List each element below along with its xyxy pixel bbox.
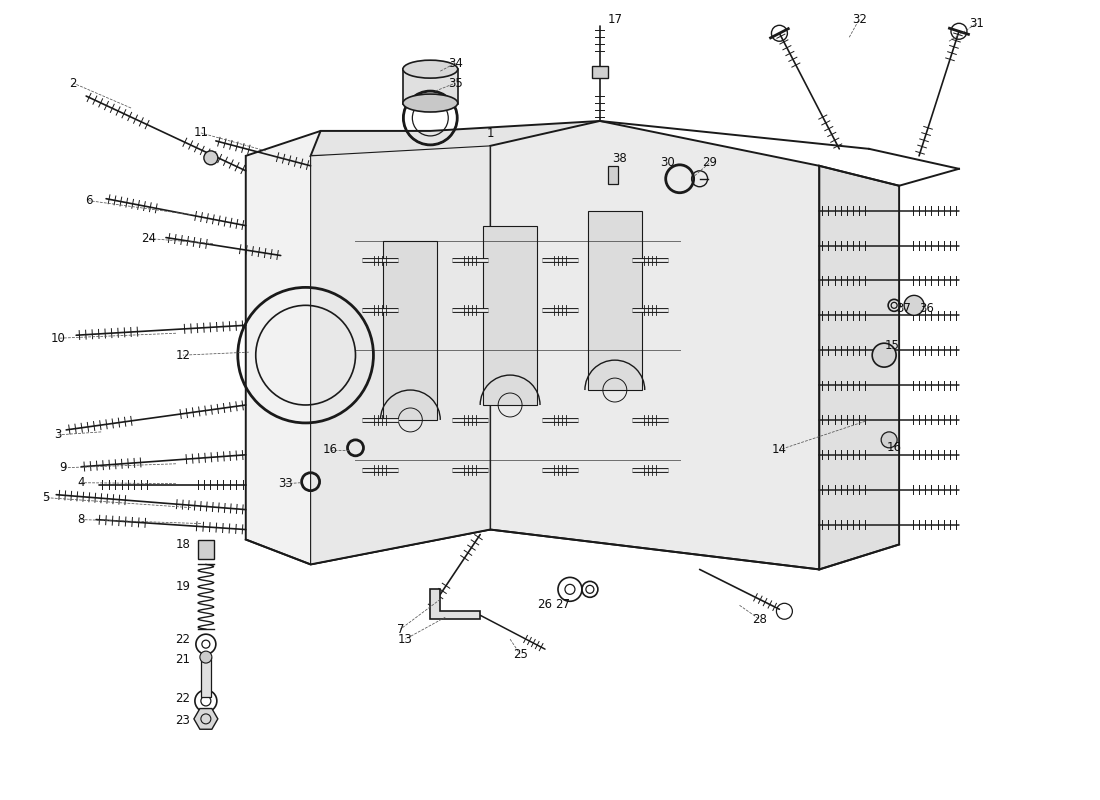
Text: 24: 24 — [142, 232, 156, 245]
Circle shape — [200, 651, 212, 663]
Text: 13: 13 — [398, 633, 412, 646]
Circle shape — [204, 151, 218, 165]
Text: 33: 33 — [278, 478, 293, 490]
Polygon shape — [430, 590, 481, 619]
Bar — [201, 657, 211, 697]
Polygon shape — [820, 166, 899, 570]
Text: 22: 22 — [175, 693, 190, 706]
Text: 3: 3 — [55, 428, 62, 442]
Text: 34: 34 — [448, 57, 463, 70]
Text: 19: 19 — [175, 580, 190, 593]
Polygon shape — [587, 210, 641, 390]
Text: 29: 29 — [702, 156, 717, 170]
Text: 27: 27 — [556, 598, 571, 610]
Text: eurocarparts: eurocarparts — [490, 390, 873, 442]
Text: 4: 4 — [77, 476, 85, 490]
Text: 15: 15 — [884, 338, 900, 352]
Text: 2: 2 — [69, 77, 77, 90]
Text: 23: 23 — [176, 714, 190, 727]
Text: 9: 9 — [59, 462, 67, 474]
Text: 36: 36 — [920, 302, 935, 315]
Text: 25: 25 — [513, 648, 528, 661]
Text: 1: 1 — [486, 127, 494, 141]
Text: 37: 37 — [896, 302, 912, 315]
Ellipse shape — [403, 94, 458, 112]
Polygon shape — [310, 121, 600, 156]
Text: 5: 5 — [43, 491, 50, 504]
Text: 12: 12 — [175, 349, 190, 362]
Text: 31: 31 — [969, 17, 984, 30]
Text: 21: 21 — [175, 653, 190, 666]
Text: 26: 26 — [538, 598, 552, 610]
Text: 16: 16 — [323, 443, 338, 456]
Polygon shape — [245, 131, 491, 565]
Text: 11: 11 — [194, 126, 208, 139]
Text: 10: 10 — [51, 332, 66, 345]
Text: 17: 17 — [607, 13, 623, 26]
Ellipse shape — [403, 60, 458, 78]
Polygon shape — [384, 241, 438, 420]
Text: 7: 7 — [397, 622, 404, 636]
Bar — [404, 69, 459, 104]
Text: 22: 22 — [175, 633, 190, 646]
Circle shape — [881, 432, 898, 448]
Text: since 1985: since 1985 — [715, 188, 868, 262]
Text: 6: 6 — [86, 194, 92, 207]
Circle shape — [872, 343, 896, 367]
Bar — [608, 166, 618, 184]
Bar — [198, 539, 213, 559]
Bar — [592, 66, 608, 78]
Polygon shape — [491, 121, 820, 570]
Text: 18: 18 — [176, 538, 190, 551]
Text: 28: 28 — [752, 613, 767, 626]
Text: a passion for: a passion for — [373, 263, 551, 346]
Circle shape — [904, 295, 924, 315]
Text: 8: 8 — [77, 513, 85, 526]
Polygon shape — [194, 709, 218, 730]
Text: 30: 30 — [660, 156, 675, 170]
Text: 32: 32 — [851, 13, 867, 26]
Polygon shape — [483, 226, 537, 405]
Text: 35: 35 — [448, 77, 463, 90]
Text: 14: 14 — [772, 443, 786, 456]
Text: 16: 16 — [887, 442, 902, 454]
Polygon shape — [310, 146, 491, 565]
Text: 38: 38 — [613, 152, 627, 166]
